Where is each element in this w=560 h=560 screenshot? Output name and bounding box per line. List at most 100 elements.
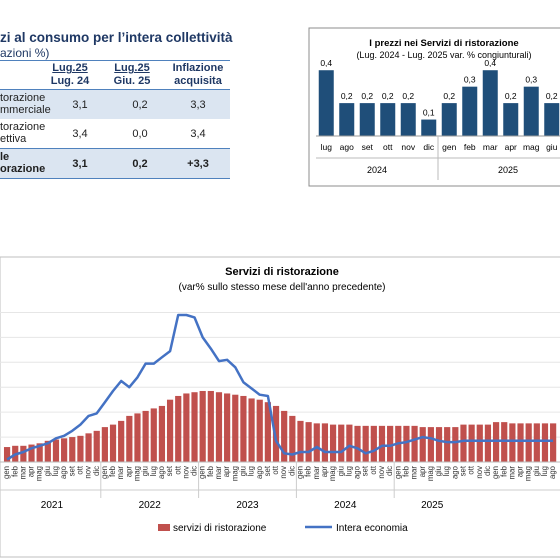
tick-label: set bbox=[67, 465, 76, 476]
cell-value: 3,1 bbox=[72, 99, 88, 111]
table-top-rule bbox=[0, 60, 230, 61]
bar bbox=[503, 103, 519, 136]
bar bbox=[444, 427, 451, 462]
cell-value: 3,4 bbox=[72, 128, 88, 140]
cell-value: 3,1 bbox=[72, 158, 88, 170]
cell-value: 0,0 bbox=[132, 128, 148, 140]
tick-label: ott bbox=[369, 465, 378, 475]
bar bbox=[118, 420, 125, 462]
year-label: 2021 bbox=[41, 500, 64, 511]
col-header-3: Inflazione acquisita bbox=[172, 62, 224, 87]
tick-label: feb bbox=[304, 465, 313, 477]
data-label: 0,3 bbox=[525, 75, 537, 85]
bar bbox=[61, 438, 68, 462]
tick-label: nov bbox=[377, 466, 386, 479]
bar bbox=[134, 413, 141, 462]
bar bbox=[419, 427, 426, 462]
year-label: 2022 bbox=[139, 500, 162, 511]
table-subtitle: azioni %) bbox=[0, 46, 50, 60]
bar bbox=[452, 427, 459, 462]
bar bbox=[69, 437, 76, 462]
bar bbox=[305, 422, 312, 462]
bar bbox=[468, 424, 475, 462]
tick-label: gen bbox=[2, 466, 11, 479]
tick-label: set bbox=[263, 465, 272, 476]
tick-label: ago bbox=[340, 142, 354, 152]
year-label: 2024 bbox=[367, 165, 387, 175]
tick-label: gen bbox=[442, 142, 456, 152]
chart-title: I prezzi nei Servizi di ristorazione bbox=[369, 38, 518, 49]
tick-label: apr bbox=[27, 466, 36, 478]
bar bbox=[52, 439, 60, 462]
tick-label: mar bbox=[312, 466, 321, 480]
bar bbox=[509, 423, 516, 462]
tick-label: dic bbox=[483, 466, 492, 476]
bar bbox=[476, 424, 483, 462]
data-label: 0,2 bbox=[443, 91, 455, 101]
bar bbox=[158, 405, 166, 462]
tick-label: nov bbox=[401, 142, 415, 152]
tick-label: nov bbox=[279, 466, 288, 479]
tick-label: nov bbox=[84, 466, 93, 479]
data-label: 0,2 bbox=[361, 91, 373, 101]
tick-label: nov bbox=[181, 466, 190, 479]
bar bbox=[501, 422, 508, 462]
bar bbox=[346, 424, 353, 462]
tick-label: lug bbox=[51, 466, 60, 476]
bar bbox=[175, 395, 182, 462]
tick-label: mar bbox=[116, 466, 125, 480]
bar bbox=[224, 393, 231, 462]
bar bbox=[297, 420, 304, 462]
bar bbox=[441, 103, 457, 136]
bar bbox=[462, 86, 478, 136]
tick-label: ago bbox=[255, 465, 264, 479]
bar bbox=[359, 103, 375, 136]
bar bbox=[215, 392, 223, 462]
data-label: 0,4 bbox=[484, 58, 496, 68]
legend-label: Intera economia bbox=[336, 523, 408, 534]
bar bbox=[240, 395, 247, 462]
year-label: 2025 bbox=[421, 500, 444, 511]
cell-value: 3,4 bbox=[190, 128, 206, 140]
tick-label: ago bbox=[548, 465, 557, 479]
bar bbox=[550, 423, 557, 462]
bar bbox=[3, 447, 11, 462]
table-row: torazione mmerciale 3,1 0,2 3,3 bbox=[0, 90, 230, 119]
bar bbox=[484, 424, 492, 462]
legend: servizi di ristorazione Intera economia bbox=[158, 523, 408, 534]
data-label: 0,2 bbox=[546, 91, 558, 101]
tick-label: ott bbox=[271, 465, 280, 475]
tick-label: set bbox=[459, 465, 468, 476]
bar bbox=[362, 425, 369, 462]
tick-label: mag bbox=[524, 466, 533, 481]
tick-label: lug bbox=[247, 466, 256, 476]
tick-label: gen bbox=[393, 466, 402, 479]
bar bbox=[370, 425, 377, 462]
tick-label: ago bbox=[450, 465, 459, 479]
table-title: zi al consumo per l’intera collettività bbox=[0, 30, 233, 45]
bar bbox=[460, 424, 467, 462]
tick-label: gen bbox=[296, 466, 305, 479]
bar bbox=[318, 70, 334, 136]
year-label: 2023 bbox=[236, 500, 259, 511]
bar bbox=[400, 103, 416, 136]
bar bbox=[517, 423, 524, 462]
tick-label: apr bbox=[418, 466, 427, 478]
bar bbox=[109, 424, 117, 462]
tick-label: set bbox=[361, 465, 370, 476]
row-label: torazione mmerciale bbox=[0, 92, 51, 116]
bar bbox=[544, 103, 560, 136]
tick-label: giu bbox=[238, 466, 247, 476]
bar bbox=[36, 443, 43, 462]
row-label: torazione ettiva bbox=[0, 121, 46, 145]
year-label: 2024 bbox=[334, 500, 357, 511]
row-label: le orazione bbox=[0, 151, 46, 175]
data-label: 0,2 bbox=[402, 91, 414, 101]
bar bbox=[166, 399, 174, 462]
tick-label: set bbox=[165, 465, 174, 476]
tick-label: mar bbox=[214, 466, 223, 480]
year-label: 2025 bbox=[498, 165, 518, 175]
bar bbox=[313, 423, 320, 462]
tick-label: ott bbox=[173, 465, 182, 475]
